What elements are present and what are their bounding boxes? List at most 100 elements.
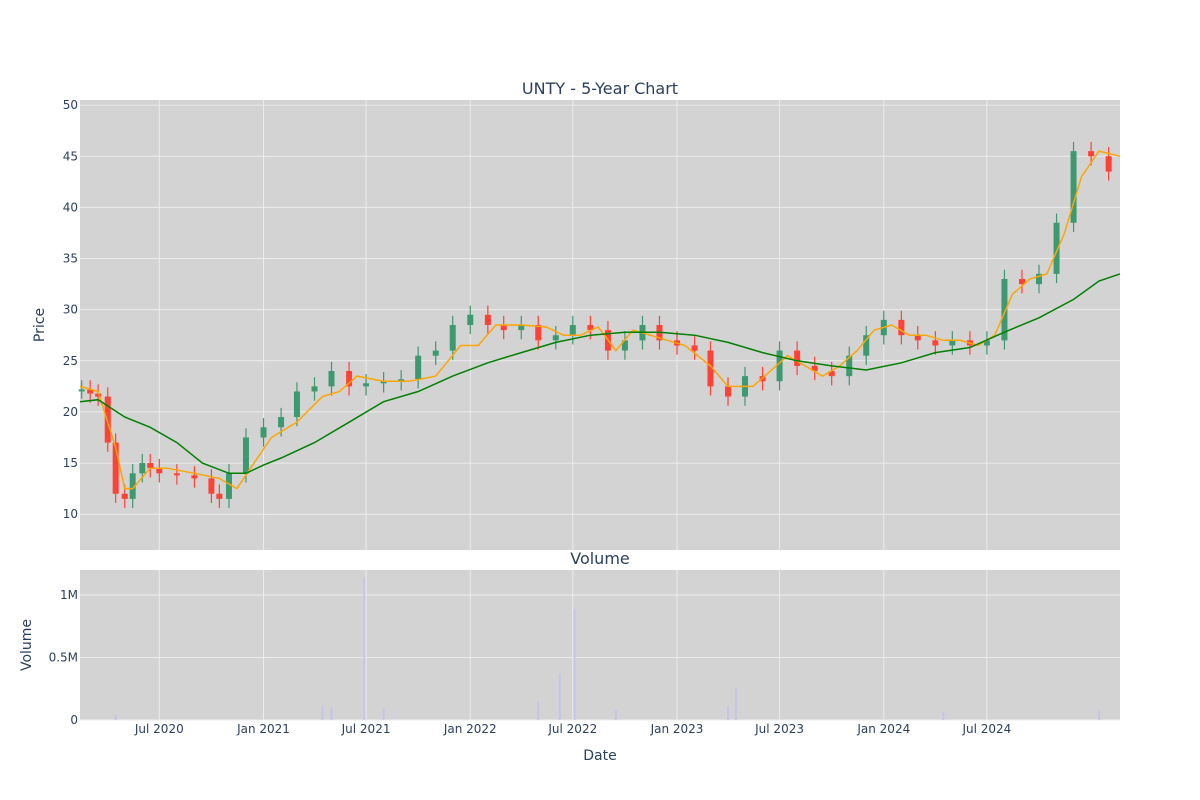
candle-body [828,371,835,377]
candle-body [78,389,85,392]
candle-body [587,325,594,331]
price-y-tick-label: 35 [63,252,78,266]
candle-body [1053,222,1060,274]
volume-x-tick-label: Jul 2020 [134,722,184,736]
candle-body [500,325,507,331]
price-y-tick-label: 50 [63,98,78,112]
candle-body [242,437,249,474]
candle-body [208,478,215,494]
volume-x-tick-label: Jul 2022 [547,722,597,736]
candle-body [1088,151,1095,157]
volume-bar [1098,710,1101,720]
volume-bar [330,707,333,720]
price-moving-averages [79,150,1121,490]
volume-plot-background [80,570,1120,720]
candle-body [467,314,474,325]
volume-x-tick-label: Jan 2022 [443,722,497,736]
volume-x-tick-label: Jul 2021 [341,722,391,736]
candle-body [484,314,491,325]
candle-body [1019,278,1026,285]
candle-body [147,463,154,469]
volume-bar [382,707,385,720]
candle-body [949,340,956,346]
candle-body [518,325,525,331]
candle-body [776,350,783,382]
volume-gridlines [80,570,1120,721]
candle-body [432,350,439,356]
price-y-tick-label: 10 [63,507,78,521]
candle-body [691,345,698,351]
candle-body [415,355,422,380]
volume-y-tick-label: 0.5M [49,651,78,665]
candle-body [191,475,198,479]
price-y-tick-label: 30 [63,303,78,317]
candle-body [1001,278,1008,341]
candle-body [794,350,801,366]
candle-body [846,355,853,377]
candle-body [173,473,180,476]
volume-x-tick-label: Jan 2023 [650,722,704,736]
volume-y-axis-label: Volume [19,619,35,671]
price-y-tick-label: 25 [63,354,78,368]
volume-bars [114,577,1101,720]
volume-x-tick-label: Jan 2021 [236,722,290,736]
candle-body [932,340,939,346]
candle-body [707,350,714,387]
candle-body [129,473,136,499]
volume-y-tick-label: 1M [60,588,78,602]
candle-body [104,396,111,443]
candle-body [983,340,990,346]
candle-body [328,371,335,387]
volume-panel: 0 0.5M 1M Jul 2020 Jan 2021 Jul 2021 Jan 2022… [19,549,1120,764]
volume-x-tick-label: Jul 2024 [961,722,1011,736]
volume-bar [363,577,366,720]
price-y-axis-label: Price [32,308,48,342]
price-plot-background [80,100,1120,550]
candle-body [811,365,818,372]
volume-bar [734,687,737,720]
candle-body [225,473,232,499]
price-y-tick-label: 20 [63,405,78,419]
volume-bar [573,608,576,720]
price-panel: 10 15 20 25 30 35 40 45 50 UNTY - 5-Year Chart P… [32,79,1121,550]
candle-body [95,393,102,397]
candle-body [293,391,300,418]
candle-body [725,386,732,397]
candle-body [112,442,119,494]
volume-bar [537,701,540,720]
ma-long-line [79,273,1121,475]
volume-bar [114,715,117,720]
volume-bar [614,710,617,720]
candle-body [621,340,628,351]
candle-body [1070,151,1077,223]
x-axis-label: Date [583,748,616,764]
volume-chart-title: Volume [570,549,630,568]
candle-body [1035,273,1042,285]
candle-body [552,335,559,341]
candle-body [346,371,353,387]
candle-body [260,427,267,438]
candle-body [535,325,542,341]
candle-body [380,381,387,384]
volume-bar [558,673,561,720]
volume-bar [942,712,945,720]
candle-body [363,383,370,387]
candle-body [139,463,146,474]
price-y-tick-labels: 10 15 20 25 30 35 40 45 50 [63,98,78,521]
price-chart-title: UNTY - 5-Year Chart [522,79,678,98]
volume-bar [321,706,324,720]
price-y-tick-label: 45 [63,149,78,163]
volume-x-tick-label: Jul 2023 [754,722,804,736]
candle-body [216,493,223,499]
ma-short-line [79,150,1121,490]
candle-body [863,335,870,356]
volume-y-tick-labels: 0 0.5M 1M [49,588,78,727]
volume-bar [727,706,730,720]
candle-body [1105,156,1112,172]
candle-body [449,325,456,351]
candle-body [898,319,905,336]
candle-body [914,335,921,341]
candle-body [121,493,128,499]
candle-body [569,325,576,336]
